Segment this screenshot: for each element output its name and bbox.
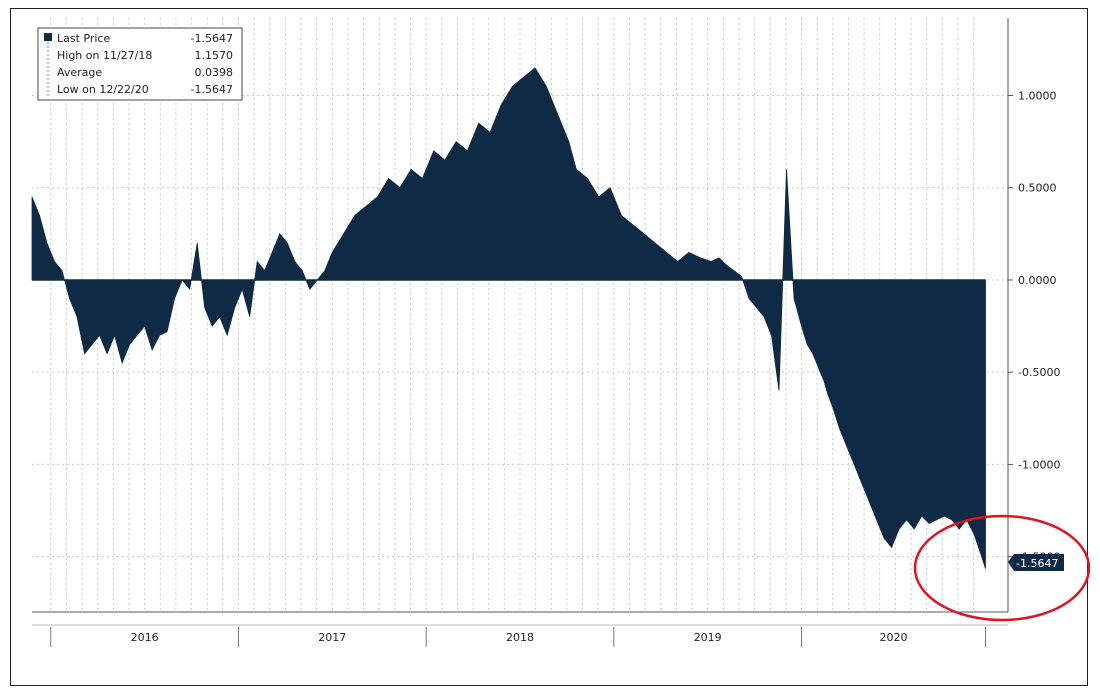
x-tick-label: 2018 <box>506 631 534 644</box>
last-value-text: -1.5647 <box>1016 557 1058 570</box>
x-axis <box>32 611 1008 626</box>
highlight-circle <box>913 514 1091 622</box>
x-tick-label: 2019 <box>694 631 722 644</box>
legend-value: 0.0398 <box>195 66 234 79</box>
last-price-swatch <box>44 33 52 41</box>
legend-value: 1.1570 <box>195 49 234 62</box>
series-area <box>31 67 986 569</box>
legend-value: -1.5647 <box>191 83 233 96</box>
legend-entry-average: Average 0.0398 <box>57 66 233 79</box>
y-tick-label: -0.5000 <box>1018 366 1060 379</box>
series-area-path <box>31 67 986 569</box>
legend-label: Last Price <box>57 32 110 45</box>
legend-value: -1.5647 <box>191 32 233 45</box>
x-tick-label: 2020 <box>880 631 908 644</box>
y-tick-label: 0.5000 <box>1018 182 1057 195</box>
legend-entry-low: Low on 12/22/20 -1.5647 <box>57 83 233 96</box>
y-tick-label: 0.0000 <box>1018 274 1057 287</box>
y-tick-label: 1.0000 <box>1018 89 1057 102</box>
legend-label: Low on 12/22/20 <box>57 83 149 96</box>
x-tick-label: 2016 <box>131 631 159 644</box>
y-tick-label: -1.0000 <box>1018 458 1060 471</box>
legend-entry-high: High on 11/27/18 1.1570 <box>57 49 233 62</box>
legend-entry-last-price: Last Price -1.5647 <box>44 32 233 45</box>
x-tick-label: 2017 <box>318 631 346 644</box>
legend-label: High on 11/27/18 <box>57 49 152 62</box>
legend-label: Average <box>57 66 102 79</box>
last-value-badge: -1.5647 <box>1008 554 1064 571</box>
legend: Last Price -1.5647 High on 11/27/18 1.15… <box>37 27 243 101</box>
